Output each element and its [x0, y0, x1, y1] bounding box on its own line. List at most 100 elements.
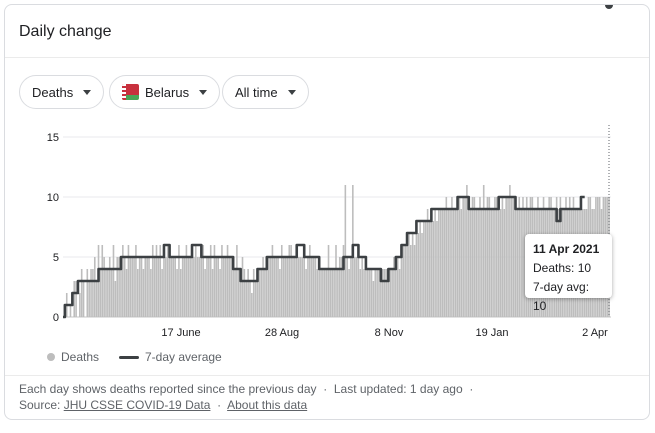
bar: [243, 269, 246, 317]
bar: [460, 209, 463, 317]
bar: [157, 257, 160, 317]
bar: [340, 257, 343, 317]
chevron-down-icon: [199, 89, 208, 95]
bar: [408, 233, 410, 317]
bar: [456, 197, 459, 317]
bar: [258, 269, 261, 317]
bar: [249, 281, 251, 317]
bar: [86, 269, 89, 317]
bar: [436, 221, 438, 317]
bar: [294, 257, 296, 317]
bar: [264, 269, 266, 317]
bar: [168, 245, 171, 317]
bar: [101, 245, 104, 317]
bar: [426, 209, 429, 317]
legend-line-icon: [119, 355, 139, 359]
bar: [497, 209, 500, 317]
bar: [150, 269, 152, 317]
bar: [236, 245, 238, 317]
bar: [123, 257, 126, 317]
bar: [396, 257, 399, 317]
bar: [239, 269, 242, 317]
bar: [453, 209, 455, 317]
bar: [510, 197, 513, 317]
bar: [211, 269, 214, 317]
bar: [475, 209, 478, 317]
metric-dropdown[interactable]: Deaths: [19, 75, 105, 109]
bar: [423, 221, 425, 317]
bar: [122, 245, 124, 317]
tooltip-deaths: Deaths: 10: [533, 261, 592, 275]
bar: [451, 197, 453, 317]
bar: [155, 245, 158, 317]
bar: [282, 257, 285, 317]
bar: [273, 257, 276, 317]
bar: [387, 281, 390, 317]
bar: [370, 269, 373, 317]
bar: [254, 281, 257, 317]
time-range-dropdown[interactable]: All time: [222, 75, 309, 109]
about-data-link[interactable]: About this data: [227, 398, 308, 412]
bar: [286, 257, 289, 317]
bar: [499, 209, 502, 317]
legend-dot-icon: [47, 353, 55, 361]
source-link[interactable]: JHU CSSE COVID-19 Data: [63, 398, 211, 412]
bar: [105, 269, 107, 317]
bar: [88, 281, 90, 317]
bar: [108, 257, 111, 317]
bar: [221, 245, 223, 317]
bar: [69, 305, 72, 317]
country-dropdown[interactable]: Belarus: [109, 75, 221, 109]
bar: [135, 245, 137, 317]
bar: [271, 245, 274, 317]
bar: [359, 269, 362, 317]
bar: [161, 269, 163, 317]
bar: [507, 197, 509, 317]
bar: [206, 257, 208, 317]
bar: [172, 257, 175, 317]
bar: [344, 185, 347, 317]
bar: [380, 281, 382, 317]
bar: [393, 257, 395, 317]
bar: [178, 245, 180, 317]
bar: [151, 245, 154, 317]
bar: [464, 197, 466, 317]
bar: [127, 245, 130, 317]
bar: [419, 221, 421, 317]
bar: [509, 185, 511, 317]
deaths-chart[interactable]: 0 5 10 15 17 June 28 Aug 8 Nov 19 Jan 2 Apr: [5, 5, 651, 421]
legend-line: 7-day average: [119, 350, 222, 364]
bar: [136, 269, 139, 317]
bar: [189, 257, 191, 317]
bar: [462, 197, 464, 317]
belarus-flag-icon: [122, 84, 139, 100]
chevron-down-icon: [83, 89, 92, 95]
bar: [217, 257, 219, 317]
bar: [355, 257, 358, 317]
legend-line-label: 7-day average: [145, 350, 222, 364]
hover-point: [605, 5, 613, 9]
bar: [110, 269, 113, 317]
bar: [92, 269, 94, 317]
bar: [228, 257, 231, 317]
bar: [288, 245, 291, 317]
bar: [224, 257, 227, 317]
bar: [307, 257, 309, 317]
bar: [402, 245, 405, 317]
bar: [421, 233, 423, 317]
average-line: [63, 195, 585, 319]
bar: [200, 257, 203, 317]
bar: [99, 269, 102, 317]
y-tick-label: 5: [53, 252, 59, 264]
bar: [348, 269, 350, 317]
bar: [335, 245, 337, 317]
bar: [363, 269, 365, 317]
header-divider: [5, 57, 649, 58]
bar: [103, 257, 105, 317]
y-tick-label: 10: [47, 192, 59, 204]
bar: [484, 209, 487, 317]
bar: [466, 185, 468, 317]
x-tick-label: 8 Nov: [375, 327, 404, 339]
bar: [79, 293, 81, 317]
bar: [471, 197, 474, 317]
